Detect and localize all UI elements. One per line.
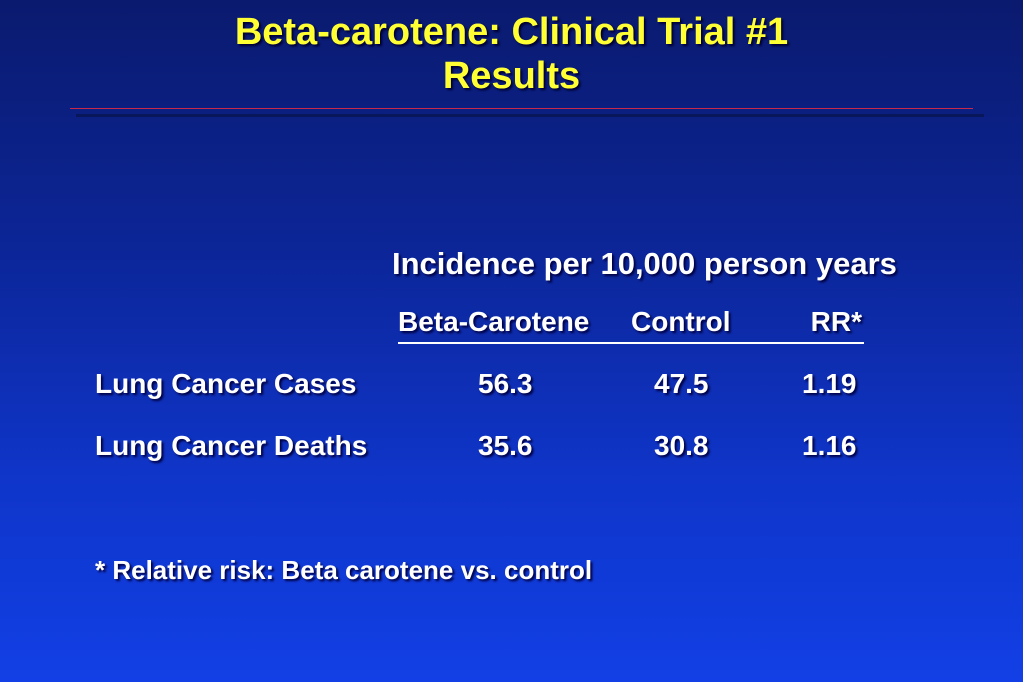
row-label-lung-cancer-deaths: Lung Cancer Deaths [95, 430, 368, 461]
row-label-lung-cancer-cases: Lung Cancer Cases [95, 368, 357, 399]
column-header-beta-carotene: Beta-Carotene [398, 306, 590, 337]
column-header-control: Control [631, 306, 731, 337]
title-line-1: Beta-carotene: Clinical Trial #1 [234, 11, 789, 53]
slide-title: Beta-carotene: Clinical Trial #1 Results [0, 10, 1023, 98]
column-header-rr: RR* [810, 306, 862, 337]
cell-cases-rr: 1.19 [802, 368, 857, 399]
cell-cases-control: 47.5 [654, 368, 709, 399]
title-line-2: Results [442, 55, 581, 97]
title-divider-shadow [76, 114, 984, 117]
cell-cases-beta: 56.3 [478, 368, 533, 399]
footnote: * Relative risk: Beta carotene vs. contr… [95, 555, 593, 585]
title-divider [70, 108, 973, 109]
cell-deaths-beta: 35.6 [478, 430, 533, 461]
cell-deaths-control: 30.8 [654, 430, 709, 461]
table-caption: Incidence per 10,000 person years [392, 246, 897, 281]
column-header-row: Beta-Carotene Control RR* [398, 306, 864, 344]
cell-deaths-rr: 1.16 [802, 430, 857, 461]
